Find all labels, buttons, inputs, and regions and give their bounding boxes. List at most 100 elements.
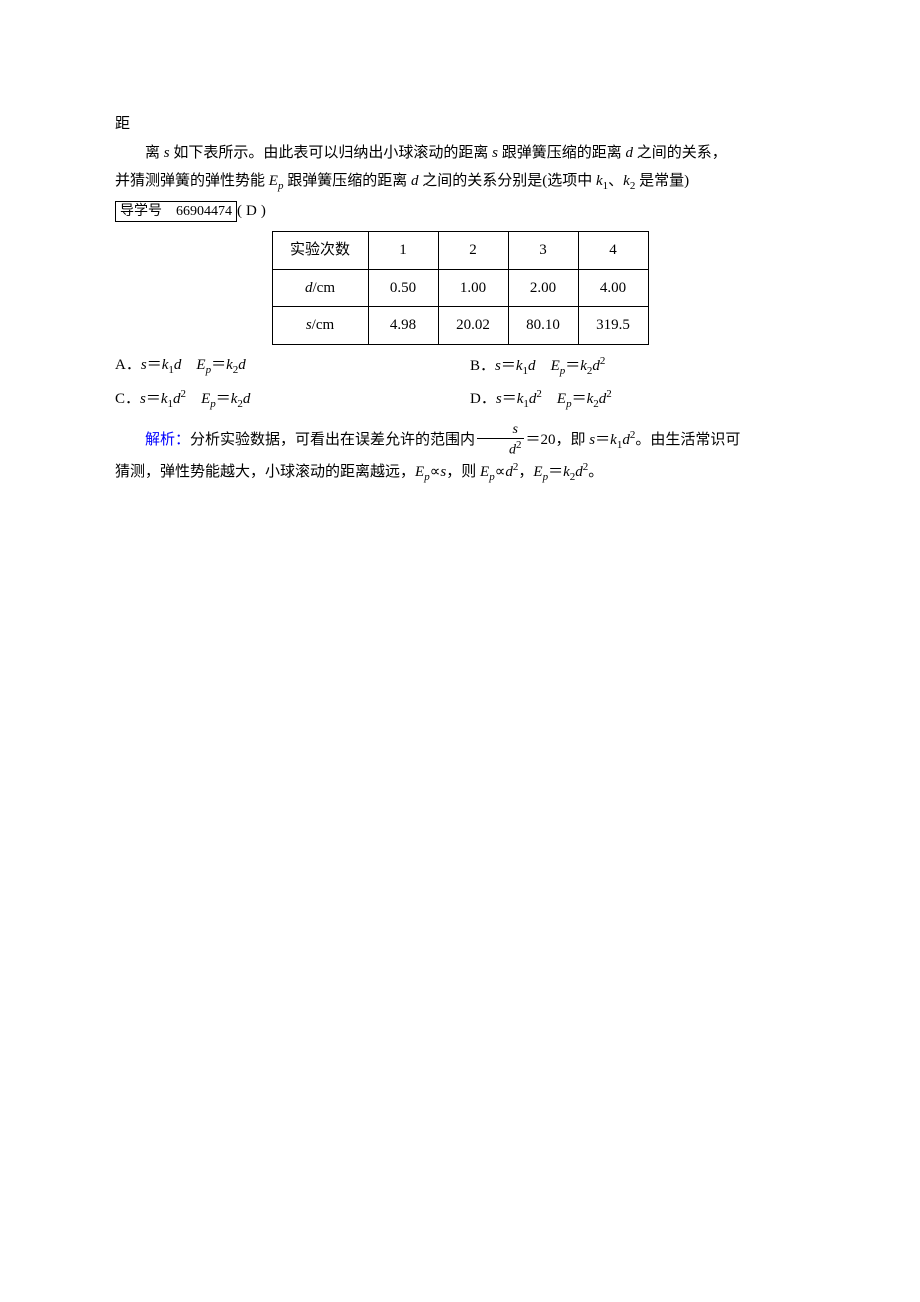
equals-sign: ＝ (548, 464, 563, 480)
text-fragment: 之间的关系， (633, 145, 727, 161)
table-cell: 3 (508, 232, 578, 270)
paragraph-line-2: 离 s 如下表所示。由此表可以归纳出小球滚动的距离 s 跟弹簧压缩的距离 d 之… (115, 139, 805, 168)
equals-sign: ＝ (565, 358, 580, 374)
equals-sign: ＝ (502, 391, 517, 407)
variable-d: d (305, 280, 313, 296)
table-cell: 20.02 (438, 307, 508, 345)
analysis-line-2: 猜测，弹性势能越大，小球滚动的距离越远，Ep∝s，则 Ep∝d2，Ep＝k2d2… (115, 457, 805, 488)
fraction-numerator: s (477, 423, 524, 439)
option-label: A． (115, 357, 141, 373)
reference-box: 导学号 66904474 (115, 201, 237, 223)
spacer (181, 357, 196, 373)
variable-d: d (592, 358, 600, 374)
analysis-text: ＝20，即 (526, 431, 590, 447)
analysis-text: ，则 (446, 464, 480, 480)
table-header-cell: s/cm (272, 307, 368, 345)
comma: ， (518, 464, 533, 480)
variable-k: k (226, 357, 233, 373)
table-header-cell: d/cm (272, 269, 368, 307)
table-cell: 1.00 (438, 269, 508, 307)
variable-d: d (622, 431, 630, 447)
variable-E: E (480, 464, 489, 480)
paragraph-line-1: 距 (115, 110, 805, 139)
unit-label: /cm (313, 280, 336, 296)
variable-d: d (243, 391, 251, 407)
variable-E: E (551, 358, 560, 374)
table-cell: 4.00 (578, 269, 648, 307)
spacer (536, 358, 551, 374)
text-fragment: 离 (145, 145, 164, 161)
variable-d: d (528, 358, 536, 374)
variable-k: k (596, 173, 603, 189)
reference-answer-line: 导学号 66904474(D) (115, 197, 805, 226)
option-label: D． (470, 391, 496, 407)
spacer (186, 391, 201, 407)
options-row-2: C．s＝k1d2 Ep＝k2d D．s＝k1d2 Ep＝k2d2 (115, 384, 805, 415)
table-cell: 4.98 (368, 307, 438, 345)
variable-d: d (505, 464, 513, 480)
analysis-text: 分析实验数据，可看出在误差允许的范围内 (190, 431, 475, 447)
variable-k: k (161, 391, 168, 407)
variable-k: k (610, 431, 617, 447)
variable-k: k (623, 173, 630, 189)
left-paren: ( (237, 203, 242, 219)
analysis-text: 。由生活常识可 (635, 431, 740, 447)
equals-sign: ＝ (147, 357, 162, 373)
period: 。 (588, 464, 603, 480)
text-fragment: 跟弹簧压缩的距离 (498, 145, 626, 161)
answer-letter: D (246, 203, 257, 219)
variable-E: E (557, 391, 566, 407)
right-paren: ) (261, 203, 266, 219)
variable-k: k (563, 464, 570, 480)
table-cell: 1 (368, 232, 438, 270)
table-cell: 80.10 (508, 307, 578, 345)
superscript-2: 2 (516, 439, 522, 451)
fraction: sd2 (477, 423, 524, 458)
analysis-line-1: 解析：分析实验数据，可看出在误差允许的范围内sd2＝20，即 s＝k1d2。由生… (115, 423, 805, 458)
variable-k: k (516, 358, 523, 374)
table-header-cell: 实验次数 (272, 232, 368, 270)
variable-E: E (269, 173, 278, 189)
separator: 、 (608, 173, 623, 189)
spacer (542, 391, 557, 407)
variable-E: E (196, 357, 205, 373)
unit-label: /cm (312, 317, 335, 333)
analysis-text: 猜测，弹性势能越大，小球滚动的距离越远， (115, 464, 415, 480)
text-fragment: 之间的关系分别是(选项中 (418, 173, 596, 189)
text-fragment: 跟弹簧压缩的距离 (283, 173, 411, 189)
variable-E: E (415, 464, 424, 480)
table-cell: 2.00 (508, 269, 578, 307)
table-row: 实验次数 1 2 3 4 (272, 232, 648, 270)
option-label: B． (470, 358, 495, 374)
analysis-label: 解析： (145, 431, 190, 447)
option-b: B．s＝k1d Ep＝k2d2 (460, 351, 805, 382)
variable-d: d (625, 145, 633, 161)
variable-E: E (533, 464, 542, 480)
table-cell: 2 (438, 232, 508, 270)
variable-d: d (238, 357, 246, 373)
equals-sign: ＝ (211, 357, 226, 373)
option-label: C． (115, 391, 140, 407)
equals-sign: ＝ (572, 391, 587, 407)
text-fragment: 是常量) (635, 173, 689, 189)
fraction-denominator: d2 (477, 439, 524, 458)
option-c: C．s＝k1d2 Ep＝k2d (115, 384, 460, 415)
text-fragment: 距 (115, 116, 130, 132)
variable-d: d (509, 442, 516, 457)
equals-sign: ＝ (146, 391, 161, 407)
variable-d: d (575, 464, 583, 480)
options-row-1: A．s＝k1d Ep＝k2d B．s＝k1d Ep＝k2d2 (115, 351, 805, 382)
proportional-sign: ∝ (495, 464, 506, 480)
text-fragment: 并猜测弹簧的弹性势能 (115, 173, 269, 189)
superscript-2: 2 (606, 388, 612, 400)
proportional-sign: ∝ (430, 464, 441, 480)
table-cell: 4 (578, 232, 648, 270)
table-cell: 319.5 (578, 307, 648, 345)
superscript-2: 2 (600, 355, 606, 367)
table-row: d/cm 0.50 1.00 2.00 4.00 (272, 269, 648, 307)
equals-sign: ＝ (216, 391, 231, 407)
variable-E: E (201, 391, 210, 407)
option-a: A．s＝k1d Ep＝k2d (115, 351, 460, 382)
table-row: s/cm 4.98 20.02 80.10 319.5 (272, 307, 648, 345)
text-fragment: 如下表所示。由此表可以归纳出小球滚动的距离 (170, 145, 493, 161)
